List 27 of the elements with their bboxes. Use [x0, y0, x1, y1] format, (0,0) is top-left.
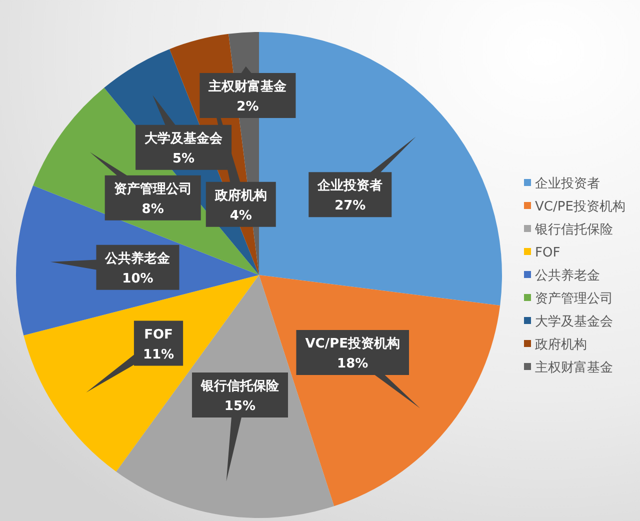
data-label: 15% — [224, 399, 256, 414]
legend-label: 企业投资者 — [535, 176, 600, 192]
slice-label: 银行信托保险 — [200, 379, 280, 394]
legend-label: 主权财富基金 — [535, 360, 613, 376]
data-label: 18% — [337, 356, 368, 372]
data-label: 10% — [122, 271, 154, 286]
data-label: 11% — [142, 347, 174, 362]
data-label: 2% — [236, 100, 259, 115]
legend-label: 大学及基金会 — [535, 314, 613, 330]
slice-label: VC/PE投资机构 — [305, 336, 400, 352]
legend-label: FOF — [535, 246, 560, 260]
legend-label: 资产管理公司 — [535, 292, 613, 306]
slice-label: FOF — [144, 327, 173, 342]
legend-label: 政府机构 — [535, 336, 587, 352]
slice-label: 主权财富基金 — [208, 78, 288, 95]
slice-label: 大学及基金会 — [144, 131, 224, 146]
data-label: 5% — [172, 151, 195, 166]
slice-label: 企业投资者 — [316, 178, 383, 194]
slice-label: 公共养老金 — [104, 250, 172, 266]
legend-label: 公共养老金 — [535, 268, 600, 284]
slice-label: 政府机构 — [214, 187, 267, 204]
data-label: 8% — [142, 202, 164, 217]
legend-label: VC/PE投资机构 — [535, 200, 626, 214]
legend-label: 银行信托保险 — [534, 222, 613, 238]
slice-label: 资产管理公司 — [114, 180, 192, 197]
data-label: 27% — [334, 198, 366, 214]
data-label: 4% — [230, 208, 252, 224]
